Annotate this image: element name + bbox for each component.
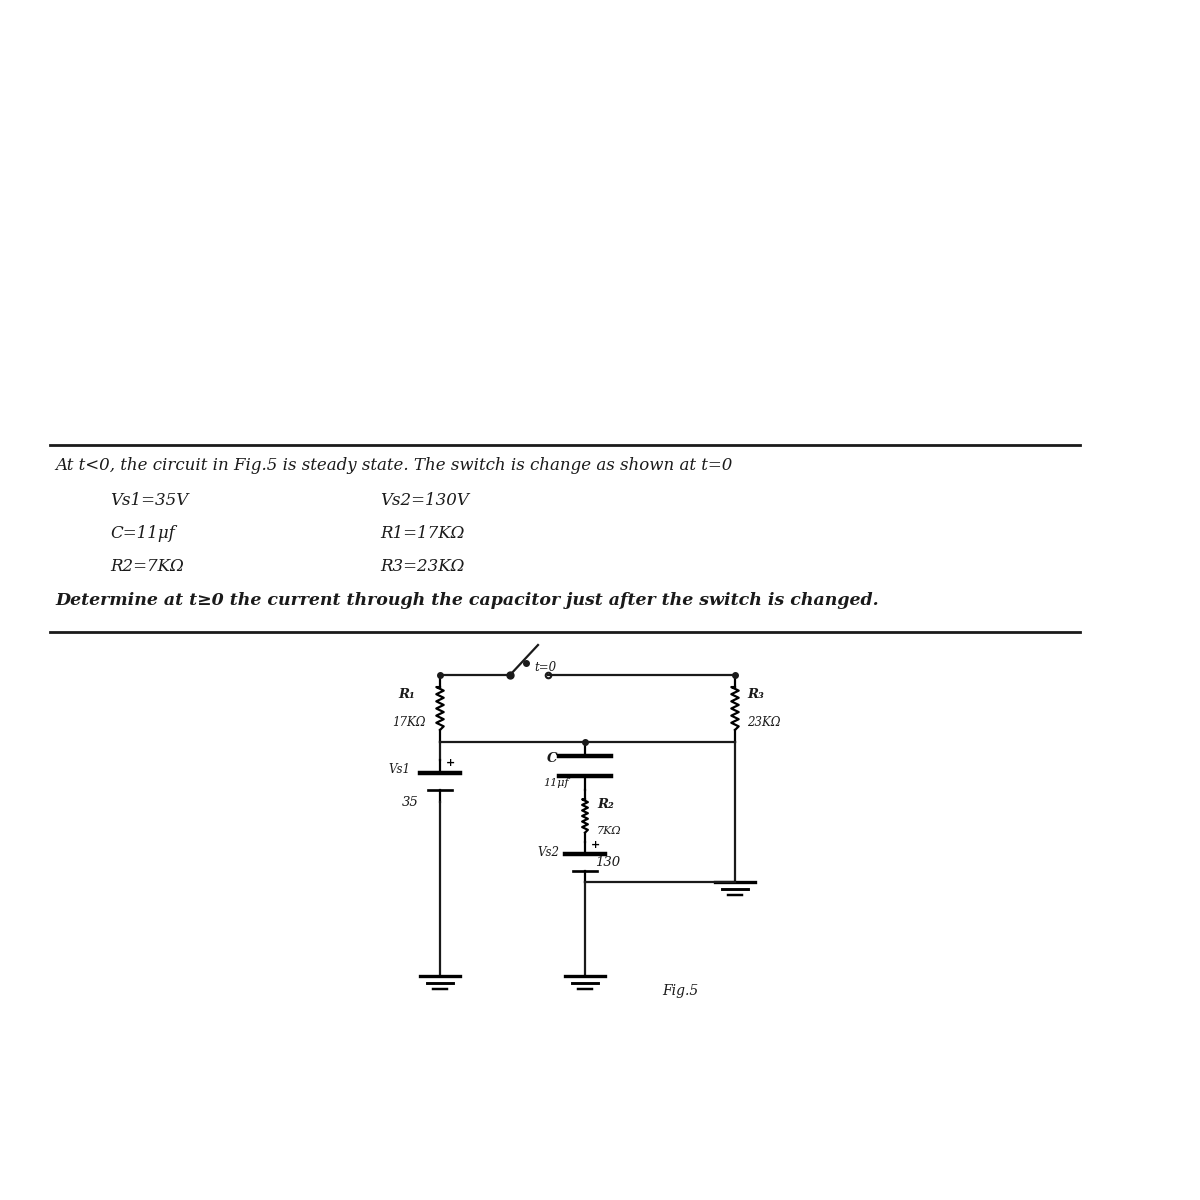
Text: 17KΩ: 17KΩ (392, 716, 426, 730)
Text: At t<0, the circuit in Fig.5 is steady state. The switch is change as shown at t: At t<0, the circuit in Fig.5 is steady s… (55, 457, 732, 474)
Text: Fig.5: Fig.5 (662, 984, 698, 998)
Text: Vs1=35V: Vs1=35V (110, 492, 188, 509)
Text: R1=17KΩ: R1=17KΩ (380, 526, 464, 542)
Text: C=11μf: C=11μf (110, 526, 175, 542)
Text: 35: 35 (402, 796, 419, 809)
Text: Determine at t≥0 the current through the capacitor just after the switch is chan: Determine at t≥0 the current through the… (55, 592, 878, 608)
Text: +: + (590, 840, 600, 850)
Text: 11μf: 11μf (542, 778, 569, 788)
Text: R2=7KΩ: R2=7KΩ (110, 558, 184, 575)
Text: 23KΩ: 23KΩ (746, 716, 780, 730)
Text: R₂: R₂ (598, 798, 613, 811)
Text: 7KΩ: 7KΩ (598, 826, 622, 836)
Text: C: C (547, 752, 558, 766)
Text: 130: 130 (595, 856, 620, 869)
Text: Vs2=130V: Vs2=130V (380, 492, 469, 509)
Text: Vs2: Vs2 (536, 846, 559, 859)
Text: t=0: t=0 (534, 661, 556, 674)
Text: +: + (446, 758, 455, 768)
Text: R₁: R₁ (398, 689, 415, 702)
Text: Vs1: Vs1 (388, 763, 410, 776)
Text: R3=23KΩ: R3=23KΩ (380, 558, 464, 575)
Text: R₃: R₃ (746, 689, 763, 702)
